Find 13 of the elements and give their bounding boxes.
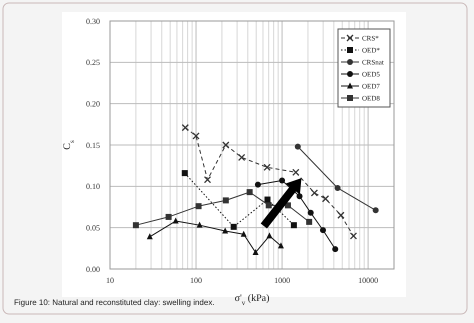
x-tick-label: 100 <box>190 276 202 285</box>
y-tick-label: 0.30 <box>86 16 100 26</box>
y-tick-label: 0.05 <box>86 223 100 232</box>
caption: Figure 10: Natural and reconstituted clay: swelling index. <box>14 298 215 307</box>
x-tick-label: 10 <box>106 276 114 285</box>
x-tick-label: 1000 <box>274 276 290 285</box>
y-tick-label: 0.25 <box>86 58 100 68</box>
y-tick-label: 0.20 <box>86 99 100 108</box>
x-tick-label: 10000 <box>358 276 378 285</box>
y-tick-label: 0.00 <box>86 264 100 274</box>
y-tick-label: 0.15 <box>86 140 100 150</box>
x-axis-title: σ'$_{v}$ (kPa) <box>234 293 270 307</box>
y-tick-label: 0.10 <box>86 182 100 192</box>
